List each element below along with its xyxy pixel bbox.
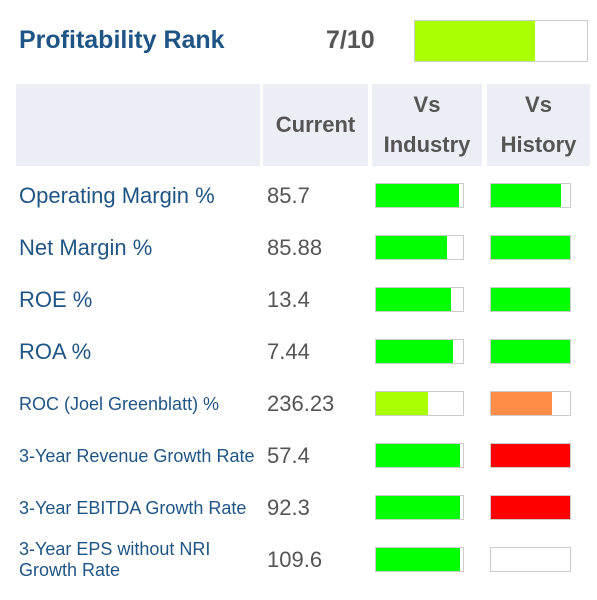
vs-history-bar (490, 183, 571, 208)
column-header-vs-industry-line1: Vs (413, 92, 441, 117)
vs-history-bar (490, 391, 571, 416)
metric-current-value: 236.23 (267, 391, 335, 416)
column-header-vs-industry-line2: Industry (383, 132, 471, 157)
column-header-vs-industry: Vs Industry (372, 84, 482, 166)
vs-industry-bar (375, 443, 464, 468)
vs-history-bar-fill (491, 288, 570, 311)
metric-label[interactable]: 3-Year EBITDA Growth Rate (19, 497, 247, 518)
vs-history-bar-fill (491, 184, 561, 207)
vs-history-bar (490, 443, 571, 468)
vs-industry-bar-fill (376, 288, 451, 311)
vs-history-bar-fill (491, 392, 552, 415)
metric-current-value: 92.3 (267, 495, 310, 520)
metric-label[interactable]: 3-Year Revenue Growth Rate (19, 445, 255, 466)
vs-history-bar-fill (491, 444, 570, 467)
table-row: 3-Year EBITDA Growth Rate 92.3 (0, 482, 597, 534)
header-label-cell (16, 84, 260, 166)
vs-industry-bar-fill (376, 392, 429, 415)
rank-bar (414, 20, 588, 62)
table-row: ROC (Joel Greenblatt) % 236.23 (0, 378, 597, 430)
vs-industry-bar (375, 495, 464, 520)
table-row: 3-Year EPS without NRI Growth Rate 109.6 (0, 534, 597, 586)
vs-industry-bar (375, 287, 464, 312)
table-row: 3-Year Revenue Growth Rate 57.4 (0, 430, 597, 482)
vs-industry-bar-fill (376, 548, 461, 571)
metric-current-value: 7.44 (267, 339, 310, 364)
rank-value: 7/10 (326, 26, 375, 54)
widget-title: Profitability Rank (19, 26, 225, 54)
vs-industry-bar (375, 547, 464, 572)
table-row: ROE % 13.4 (0, 274, 597, 326)
vs-industry-bar-fill (376, 184, 459, 207)
vs-history-bar-fill (491, 340, 570, 363)
column-header-vs-history: Vs History (487, 84, 590, 166)
vs-history-bar (490, 235, 571, 260)
metric-current-value: 109.6 (267, 547, 323, 572)
rank-bar-fill (415, 21, 536, 61)
vs-history-bar-fill (491, 236, 570, 259)
column-header-vs-history-line1: Vs (525, 92, 552, 117)
vs-history-bar (490, 547, 571, 572)
vs-history-bar (490, 339, 571, 364)
vs-history-bar (490, 287, 571, 312)
metric-label[interactable]: Net Margin % (19, 235, 153, 260)
vs-industry-bar (375, 339, 464, 364)
vs-industry-bar-fill (376, 236, 448, 259)
vs-industry-bar (375, 183, 464, 208)
metric-current-value: 13.4 (267, 287, 310, 312)
metric-label[interactable]: 3-Year EPS without NRI Growth Rate (19, 539, 211, 580)
column-header-current: Current (263, 84, 368, 166)
vs-history-bar (490, 495, 571, 520)
metric-label[interactable]: ROC (Joel Greenblatt) % (19, 393, 220, 414)
vs-industry-bar-fill (376, 496, 461, 519)
vs-industry-bar (375, 235, 464, 260)
metric-label[interactable]: Operating Margin % (19, 183, 215, 208)
metric-label[interactable]: ROA % (19, 339, 92, 364)
metric-current-value: 85.88 (267, 235, 323, 260)
vs-industry-bar (375, 391, 464, 416)
metric-label[interactable]: ROE % (19, 287, 93, 312)
column-header-current-label: Current (275, 112, 356, 137)
table-row: ROA % 7.44 (0, 326, 597, 378)
vs-history-bar-fill (491, 496, 570, 519)
vs-industry-bar-fill (376, 444, 461, 467)
vs-industry-bar-fill (376, 340, 453, 363)
table-row: Net Margin % 85.88 (0, 222, 597, 274)
metric-current-value: 57.4 (267, 443, 310, 468)
table-row: Operating Margin % 85.7 (0, 170, 597, 222)
column-header-vs-history-line2: History (500, 132, 577, 157)
metric-current-value: 85.7 (267, 183, 310, 208)
